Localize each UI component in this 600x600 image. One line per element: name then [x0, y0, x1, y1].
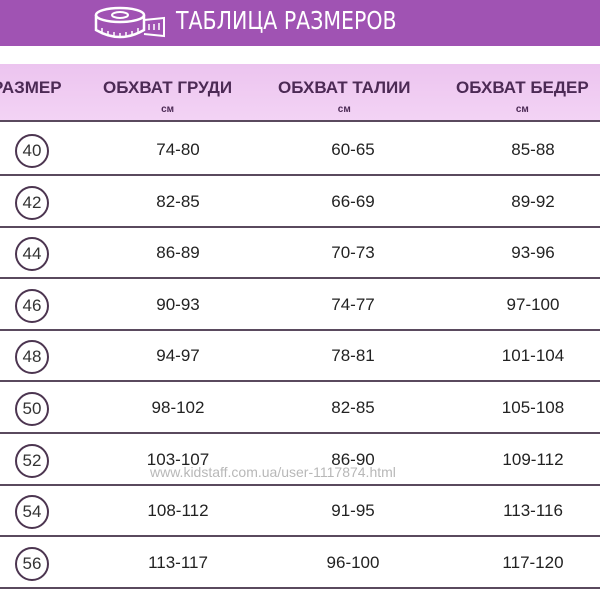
header-waist: ОБХВАТ ТАЛИИ см	[278, 78, 411, 115]
title-banner: ТАБЛИЦА РАЗМЕРОВ	[0, 0, 600, 46]
hips-cell: 85-88	[511, 140, 555, 159]
header-chest: ОБХВАТ ГРУДИ см	[103, 78, 233, 115]
header-size: РАЗМЕР	[0, 78, 62, 97]
size-badge: 56	[15, 546, 49, 581]
waist-cell: 96-100	[326, 552, 380, 572]
chest-cell: 108-112	[147, 501, 209, 521]
table-row: 42 82-85 66-69 89-92	[0, 176, 600, 228]
hips-cell: 101-104	[501, 346, 565, 366]
size-badge: 54	[15, 495, 49, 530]
hips-cell: 113-116	[503, 501, 563, 521]
hips-cell: 117-120	[502, 552, 564, 572]
size-badge: 42	[15, 185, 49, 220]
size-badge: 50	[15, 392, 49, 426]
waist-cell: 66-69	[331, 191, 375, 211]
waist-cell: 70-73	[331, 243, 375, 263]
table-row: 56 113-117 96-100 117-120	[0, 537, 600, 589]
size-badge: 44	[15, 237, 49, 272]
size-badge: 48	[15, 340, 49, 375]
hips-cell: 109-112	[502, 449, 564, 469]
table-row: 54 108-112 91-95 113-116	[0, 485, 600, 538]
waist-cell: 60-65	[331, 140, 375, 159]
header-hips: ОБХВАТ БЕДЕР см	[456, 78, 589, 115]
chest-cell: 86-89	[156, 243, 200, 263]
waist-cell: 74-77	[331, 294, 375, 314]
hips-cell: 105-108	[501, 398, 565, 417]
waist-cell: 86-90	[331, 449, 375, 469]
hips-cell: 93-96	[511, 243, 555, 263]
chest-cell: 113-117	[148, 552, 208, 572]
hips-cell: 97-100	[506, 294, 560, 314]
table-row: 50 98-102 82-85 105-108	[0, 382, 600, 434]
table-row: 44 86-89 70-73 93-96	[0, 227, 600, 280]
watermark: www.kidstaff.com.ua/user-1117874.html	[150, 464, 396, 480]
table-row: 52 103-107 86-90 109-112	[0, 434, 600, 486]
size-badge: 52	[15, 443, 49, 478]
table-row: 48 94-97 78-81 101-104	[0, 330, 600, 383]
chest-cell: 82-85	[156, 191, 200, 211]
waist-cell: 91-95	[331, 501, 375, 521]
waist-cell: 78-81	[331, 346, 375, 366]
table-row: 46 90-93 74-77 97-100	[0, 279, 600, 331]
chest-cell: 94-97	[156, 346, 200, 366]
size-badge: 46	[15, 288, 49, 323]
waist-cell: 82-85	[331, 398, 375, 417]
chest-cell: 98-102	[151, 398, 205, 417]
chest-cell: 74-80	[156, 140, 200, 159]
chest-cell: 103-107	[146, 449, 210, 469]
measuring-tape-icon	[94, 6, 165, 39]
chest-cell: 90-93	[156, 294, 200, 314]
banner-title: ТАБЛИЦА РАЗМЕРОВ	[176, 6, 397, 35]
hips-cell: 89-92	[511, 191, 555, 211]
table-row: 40 74-80 60-65 85-88	[0, 124, 600, 176]
size-badge: 40	[15, 134, 49, 168]
